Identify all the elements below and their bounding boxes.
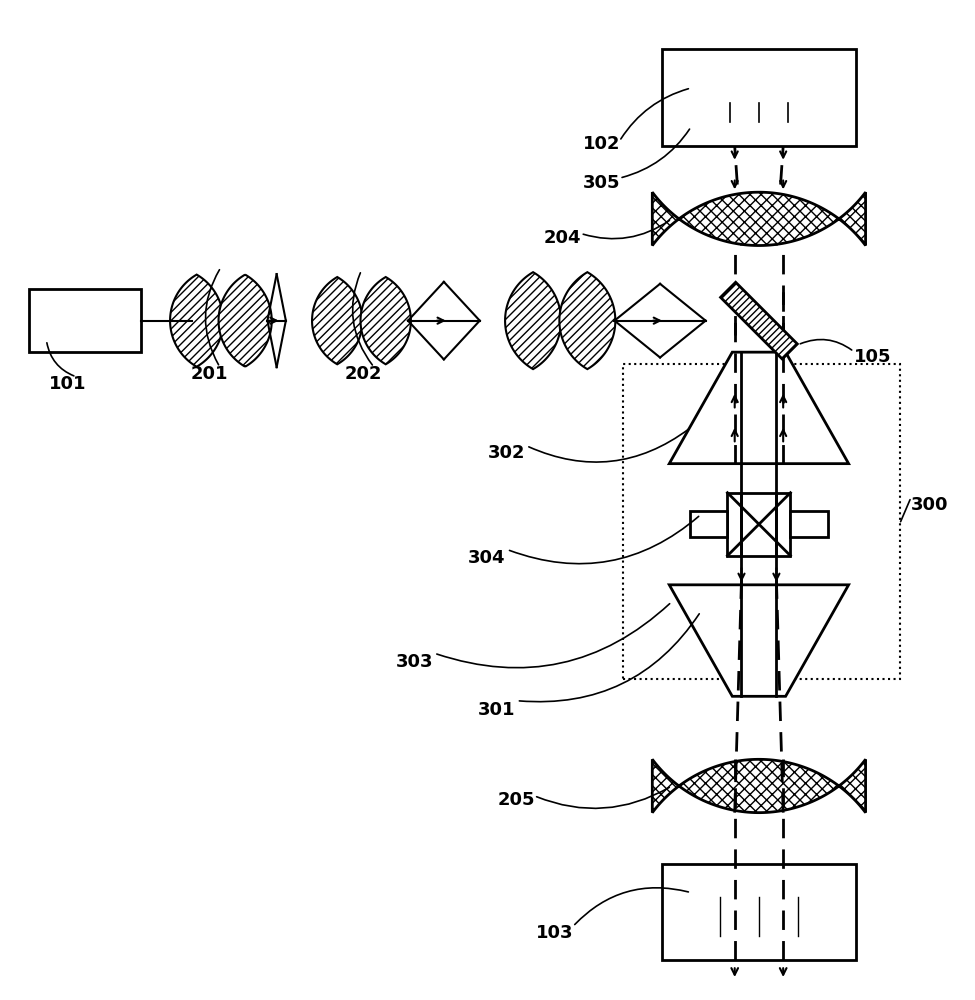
Polygon shape [312, 277, 363, 364]
Text: 305: 305 [582, 174, 620, 192]
Text: 103: 103 [536, 924, 573, 942]
Text: 303: 303 [396, 653, 433, 671]
Text: 101: 101 [50, 375, 87, 393]
Polygon shape [669, 585, 848, 696]
Bar [623, 364, 900, 679]
Text: 302: 302 [488, 444, 525, 462]
Text: 102: 102 [582, 135, 620, 153]
Polygon shape [505, 272, 561, 369]
Text: 204: 204 [544, 229, 581, 247]
Bar [727, 493, 791, 556]
Text: 205: 205 [497, 791, 534, 809]
Text: 202: 202 [345, 365, 382, 383]
Bar [791, 511, 828, 537]
Polygon shape [652, 759, 866, 813]
Polygon shape [361, 277, 410, 364]
Text: 105: 105 [854, 348, 891, 366]
Polygon shape [721, 282, 798, 359]
Bar [662, 864, 856, 960]
Text: 301: 301 [478, 701, 516, 719]
Polygon shape [669, 352, 848, 464]
Polygon shape [560, 272, 615, 369]
Bar [29, 289, 141, 352]
Polygon shape [652, 192, 866, 246]
Bar [662, 49, 856, 146]
Text: 300: 300 [912, 496, 949, 514]
Text: 304: 304 [468, 549, 506, 567]
Text: 201: 201 [191, 365, 228, 383]
Bar [689, 511, 727, 537]
Polygon shape [170, 275, 223, 367]
Polygon shape [218, 275, 272, 367]
